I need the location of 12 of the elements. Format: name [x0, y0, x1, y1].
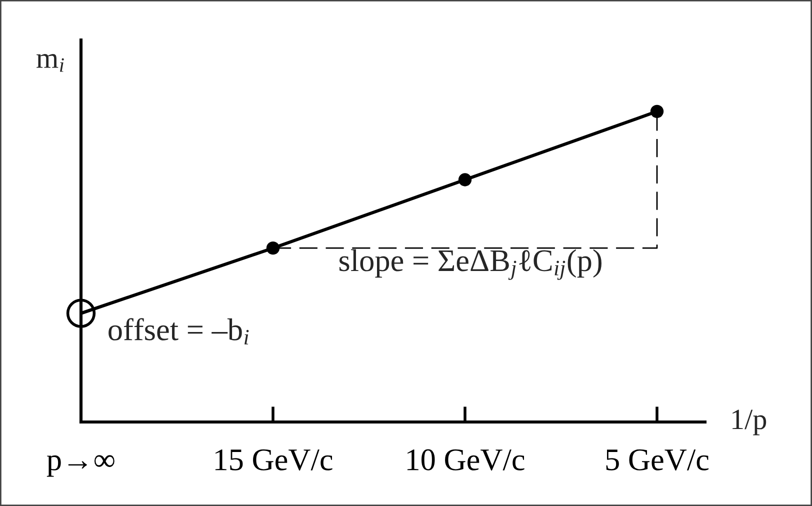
point: [458, 173, 472, 186]
x-tick-label: 5 GeV/c: [606, 449, 709, 471]
point: [266, 241, 280, 255]
x-tick-label: 15 GeV/c: [215, 449, 332, 471]
annotation: slope = ΣeΔB$_{j}$ℓC$_{ij}$(p): [339, 249, 602, 280]
x-tick-label: p→∞: [46, 455, 114, 477]
point: [650, 104, 664, 118]
x-tick-label: 10 GeV/c: [407, 449, 524, 471]
point: [66, 298, 96, 328]
annotation: offset = –b$_{i}$: [108, 318, 249, 344]
y-axis-title: m$_{i}$: [36, 54, 64, 72]
x-axis-title: 1/p: [732, 410, 766, 436]
